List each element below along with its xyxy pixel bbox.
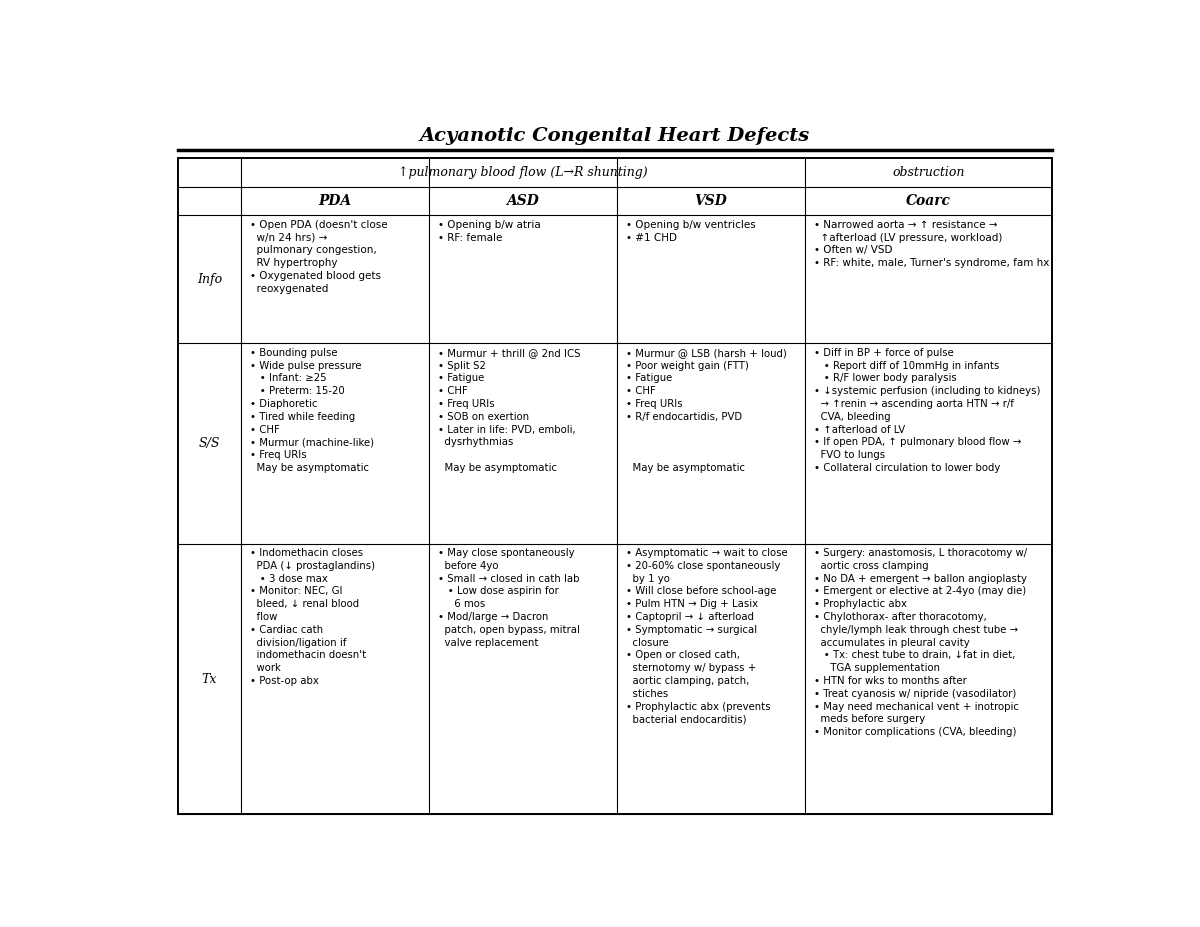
Text: PDA: PDA xyxy=(318,194,352,208)
Text: • Bounding pulse
• Wide pulse pressure
   • Infant: ≥25
   • Preterm: 15-20
• Di: • Bounding pulse • Wide pulse pressure •… xyxy=(250,348,374,473)
Text: • Opening b/w ventricles
• #1 CHD: • Opening b/w ventricles • #1 CHD xyxy=(626,220,756,243)
Text: • Narrowed aorta → ↑ resistance →
  ↑afterload (LV pressure, workload)
• Often w: • Narrowed aorta → ↑ resistance → ↑after… xyxy=(814,220,1049,268)
Text: ASD: ASD xyxy=(506,194,539,208)
Text: • Murmur + thrill @ 2nd ICS
• Split S2
• Fatigue
• CHF
• Freq URIs
• SOB on exer: • Murmur + thrill @ 2nd ICS • Split S2 •… xyxy=(438,348,581,473)
Text: obstruction: obstruction xyxy=(893,166,965,179)
Text: • May close spontaneously
  before 4yo
• Small → closed in cath lab
   • Low dos: • May close spontaneously before 4yo • S… xyxy=(438,548,580,648)
Text: • Asymptomatic → wait to close
• 20-60% close spontaneously
  by 1 yo
• Will clo: • Asymptomatic → wait to close • 20-60% … xyxy=(626,548,787,725)
Text: Tx: Tx xyxy=(202,673,217,686)
Text: Acyanotic Congenital Heart Defects: Acyanotic Congenital Heart Defects xyxy=(420,127,810,146)
Text: Coarc: Coarc xyxy=(906,194,950,208)
Text: S/S: S/S xyxy=(199,438,220,451)
Text: • Indomethacin closes
  PDA (↓ prostaglandins)
   • 3 dose max
• Monitor: NEC, G: • Indomethacin closes PDA (↓ prostagland… xyxy=(250,548,376,686)
Text: • Surgery: anastomosis, L thoracotomy w/
  aortic cross clamping
• No DA + emerg: • Surgery: anastomosis, L thoracotomy w/… xyxy=(814,548,1027,737)
Text: • Opening b/w atria
• RF: female: • Opening b/w atria • RF: female xyxy=(438,220,541,243)
Text: • Murmur @ LSB (harsh + loud)
• Poor weight gain (FTT)
• Fatigue
• CHF
• Freq UR: • Murmur @ LSB (harsh + loud) • Poor wei… xyxy=(626,348,787,473)
Text: VSD: VSD xyxy=(695,194,727,208)
Text: Info: Info xyxy=(197,273,222,286)
Text: • Diff in BP + force of pulse
   • Report diff of 10mmHg in infants
   • R/F low: • Diff in BP + force of pulse • Report d… xyxy=(814,348,1040,473)
Text: • Open PDA (doesn't close
  w/n 24 hrs) →
  pulmonary congestion,
  RV hypertrop: • Open PDA (doesn't close w/n 24 hrs) → … xyxy=(250,220,388,294)
Text: ↑pulmonary blood flow (L→R shunting): ↑pulmonary blood flow (L→R shunting) xyxy=(398,166,648,179)
